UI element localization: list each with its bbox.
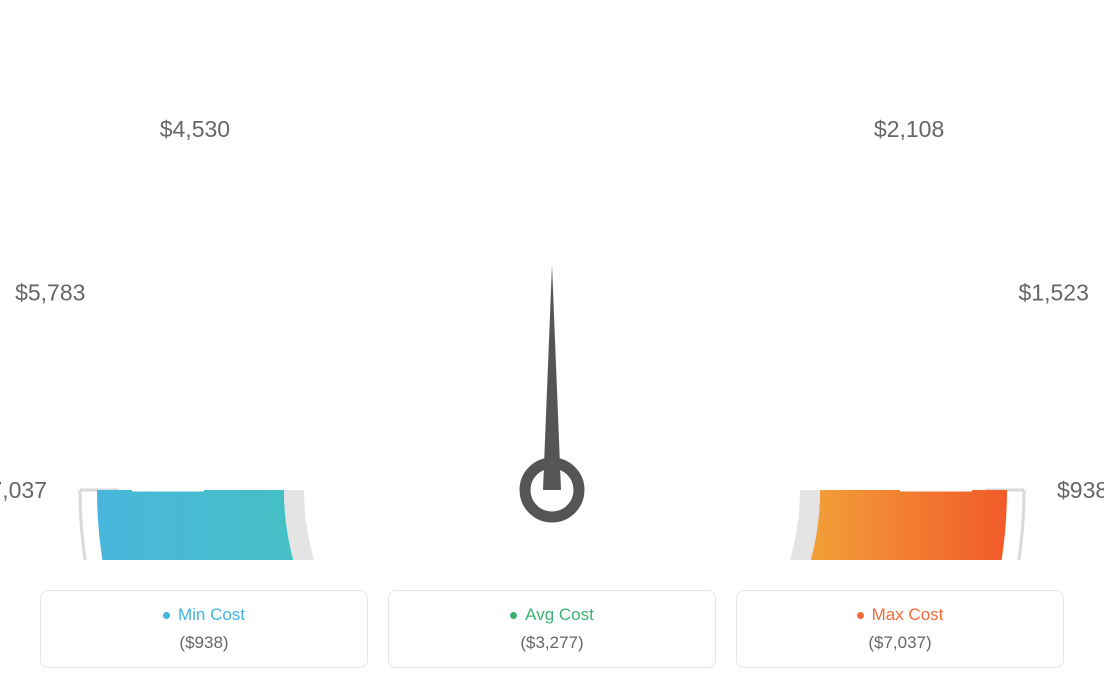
- gauge-svg: $938$1,523$2,108$3,277$4,530$5,783$7,037: [0, 0, 1104, 560]
- gauge-needle: [543, 265, 561, 490]
- legend-max-label: Max Cost: [857, 605, 944, 625]
- gauge-scale-label: $7,037: [0, 477, 47, 503]
- gauge-tick-minor: [697, 102, 712, 139]
- legend-row: Min Cost ($938) Avg Cost ($3,277) Max Co…: [40, 590, 1064, 668]
- gauge-scale-label: $5,783: [15, 280, 85, 306]
- gauge-tick-major: [874, 329, 941, 357]
- gauge-tick-minor: [763, 141, 785, 174]
- legend-max-card: Max Cost ($7,037): [736, 590, 1064, 668]
- gauge-tick-minor: [319, 141, 341, 174]
- gauge-tick-minor: [626, 78, 634, 117]
- legend-max-value: ($7,037): [747, 633, 1053, 653]
- gauge-tick-major: [798, 193, 849, 244]
- gauge-colored-arc: [97, 490, 1007, 560]
- legend-avg-card: Avg Cost ($3,277): [388, 590, 716, 668]
- gauge-scale-label: $1,523: [1019, 280, 1089, 306]
- gauge-scale-label: $2,108: [874, 116, 944, 142]
- gauge-scale-label: $938: [1057, 477, 1104, 503]
- gauge-tick-minor: [140, 408, 179, 416]
- gauge-tick-minor: [925, 408, 964, 416]
- legend-min-value: ($938): [51, 633, 357, 653]
- gauge-tick-minor: [470, 78, 478, 117]
- legend-min-label: Min Cost: [163, 605, 245, 625]
- gauge-tick-minor: [868, 257, 901, 279]
- gauge-tick-major: [255, 193, 306, 244]
- cost-gauge: $938$1,523$2,108$3,277$4,530$5,783$7,037: [0, 0, 1104, 560]
- gauge-scale-label: $4,530: [160, 116, 230, 142]
- gauge-tick-minor: [391, 102, 406, 139]
- gauge-inner-ring: [294, 490, 810, 560]
- legend-avg-value: ($3,277): [399, 633, 705, 653]
- legend-min-card: Min Cost ($938): [40, 590, 368, 668]
- gauge-tick-major: [164, 329, 231, 357]
- gauge-tick-minor: [203, 257, 236, 279]
- legend-avg-label: Avg Cost: [510, 605, 594, 625]
